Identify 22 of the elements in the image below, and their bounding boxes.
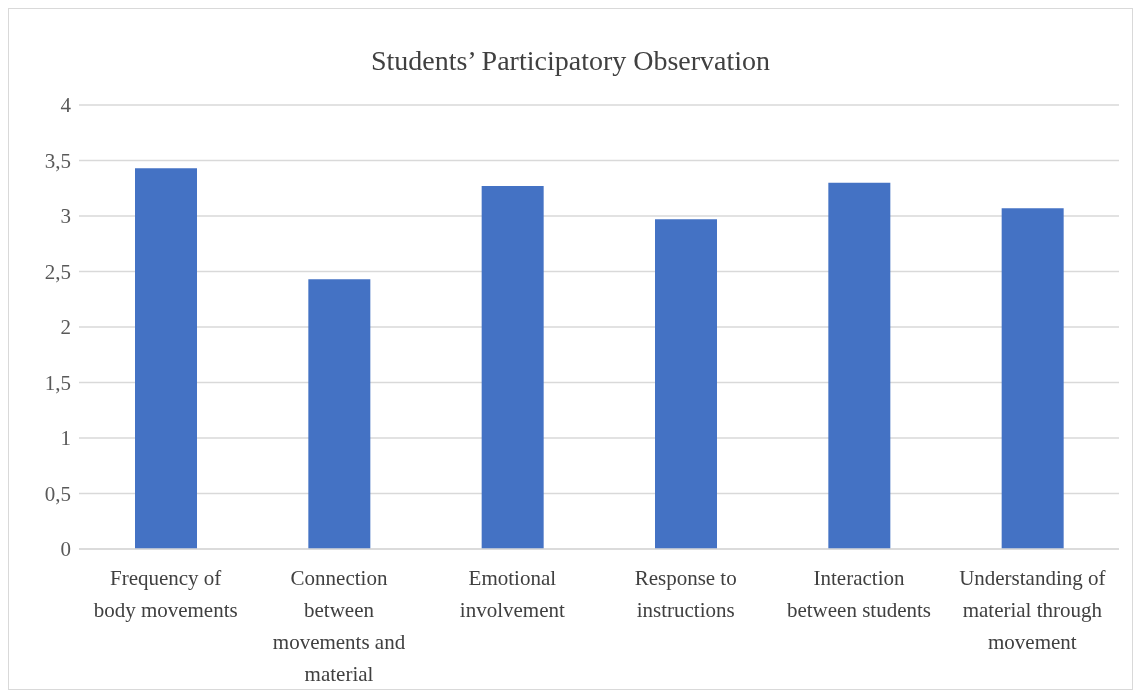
- bar: [135, 168, 197, 549]
- bar: [1001, 208, 1064, 549]
- y-tick-label: 2,5: [44, 259, 71, 284]
- x-tick-label: Interaction between students: [786, 566, 932, 622]
- x-tick-label: Emotional involvement: [459, 566, 565, 622]
- bar: [828, 182, 891, 549]
- bar: [655, 219, 717, 549]
- y-tick-label: 2: [60, 315, 71, 340]
- x-tick-label: Understanding of material through movement: [959, 566, 1106, 654]
- x-tick-label: Connection between movements and material: [272, 566, 406, 686]
- y-tick-label: 4: [60, 93, 72, 118]
- x-tick-label: Response to instructions: [634, 566, 737, 622]
- bar: [308, 279, 371, 549]
- y-tick-label: 0: [60, 537, 71, 562]
- x-tick-label: Frequency of body movements: [93, 566, 238, 622]
- y-tick-label: 3,5: [44, 148, 71, 173]
- y-tick-label: 0,5: [44, 481, 71, 506]
- y-tick-label: 1: [60, 426, 71, 451]
- chart-title: Students’ Participatory Observation: [369, 44, 772, 78]
- bar: [481, 186, 544, 549]
- y-tick-label: 3: [60, 204, 71, 229]
- y-tick-label: 1,5: [44, 370, 71, 395]
